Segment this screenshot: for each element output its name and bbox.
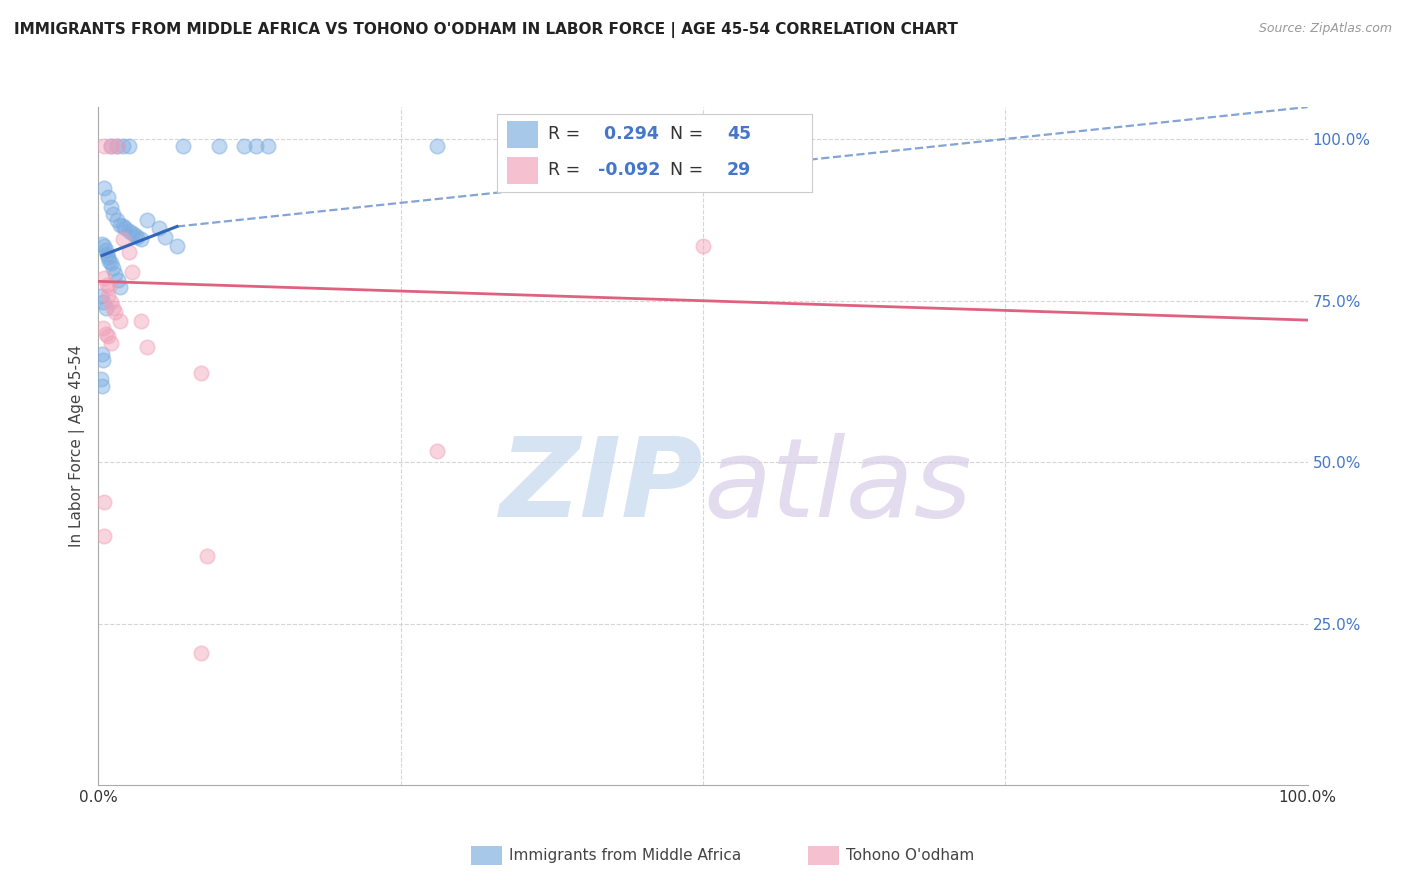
Point <box>98 253 121 268</box>
Point <box>190 646 212 660</box>
Point <box>108 218 131 232</box>
Point <box>91 353 114 368</box>
Point <box>121 226 143 240</box>
Point <box>93 180 115 194</box>
Point <box>101 261 124 276</box>
Y-axis label: In Labor Force | Age 45-54: In Labor Force | Age 45-54 <box>69 345 86 547</box>
Point <box>172 138 194 153</box>
Point <box>547 138 569 153</box>
Point <box>91 295 114 310</box>
Point <box>97 288 120 302</box>
Point <box>111 219 134 234</box>
Point <box>96 277 118 292</box>
Point <box>208 138 231 153</box>
Point <box>105 138 128 153</box>
Point <box>97 250 120 264</box>
Point <box>101 206 124 220</box>
Point <box>190 366 212 380</box>
Point <box>114 220 136 235</box>
Point <box>93 239 115 253</box>
Point <box>100 295 122 310</box>
Point <box>127 230 149 244</box>
Point <box>91 346 114 360</box>
Point <box>94 301 117 316</box>
Point <box>245 138 267 153</box>
Point <box>105 213 128 227</box>
Point <box>571 138 593 153</box>
Point <box>97 329 120 343</box>
Point <box>90 288 112 302</box>
Point <box>100 200 122 214</box>
Point <box>166 239 188 253</box>
Point <box>118 245 141 260</box>
Point <box>129 314 152 328</box>
Point <box>104 267 127 281</box>
Point <box>90 372 112 386</box>
Text: atlas: atlas <box>703 434 972 541</box>
Point <box>91 236 114 251</box>
Point <box>101 301 124 316</box>
Point <box>100 138 122 153</box>
Point <box>108 314 131 328</box>
Point <box>93 495 115 509</box>
Point <box>118 224 141 238</box>
Point <box>91 379 114 393</box>
Point <box>93 138 115 153</box>
Point <box>129 232 152 246</box>
Text: Source: ZipAtlas.com: Source: ZipAtlas.com <box>1258 22 1392 36</box>
Point <box>121 265 143 279</box>
Text: ZIP: ZIP <box>499 434 703 541</box>
Point <box>111 138 134 153</box>
Point <box>148 221 170 235</box>
Point <box>108 279 131 293</box>
Point <box>94 327 117 342</box>
Point <box>100 335 122 350</box>
Text: Tohono O'odham: Tohono O'odham <box>846 848 974 863</box>
Point <box>111 232 134 246</box>
Point <box>124 227 146 242</box>
Point <box>93 529 115 543</box>
Point <box>118 138 141 153</box>
Point <box>426 443 449 458</box>
Point <box>100 138 122 153</box>
Point <box>93 271 115 285</box>
Point <box>100 256 122 270</box>
Point <box>94 244 117 258</box>
Text: Immigrants from Middle Africa: Immigrants from Middle Africa <box>509 848 741 863</box>
Point <box>105 138 128 153</box>
Point <box>692 239 714 253</box>
Point <box>96 246 118 260</box>
Point <box>232 138 254 153</box>
Point <box>135 213 157 227</box>
Point <box>426 138 449 153</box>
Point <box>107 273 129 287</box>
Point <box>104 305 127 319</box>
Point <box>195 549 218 563</box>
Text: IMMIGRANTS FROM MIDDLE AFRICA VS TOHONO O'ODHAM IN LABOR FORCE | AGE 45-54 CORRE: IMMIGRANTS FROM MIDDLE AFRICA VS TOHONO … <box>14 22 957 38</box>
Point <box>97 190 120 204</box>
Point <box>91 321 114 335</box>
Point <box>153 230 176 244</box>
Point <box>256 138 278 153</box>
Point <box>98 279 121 293</box>
Point <box>135 340 157 354</box>
